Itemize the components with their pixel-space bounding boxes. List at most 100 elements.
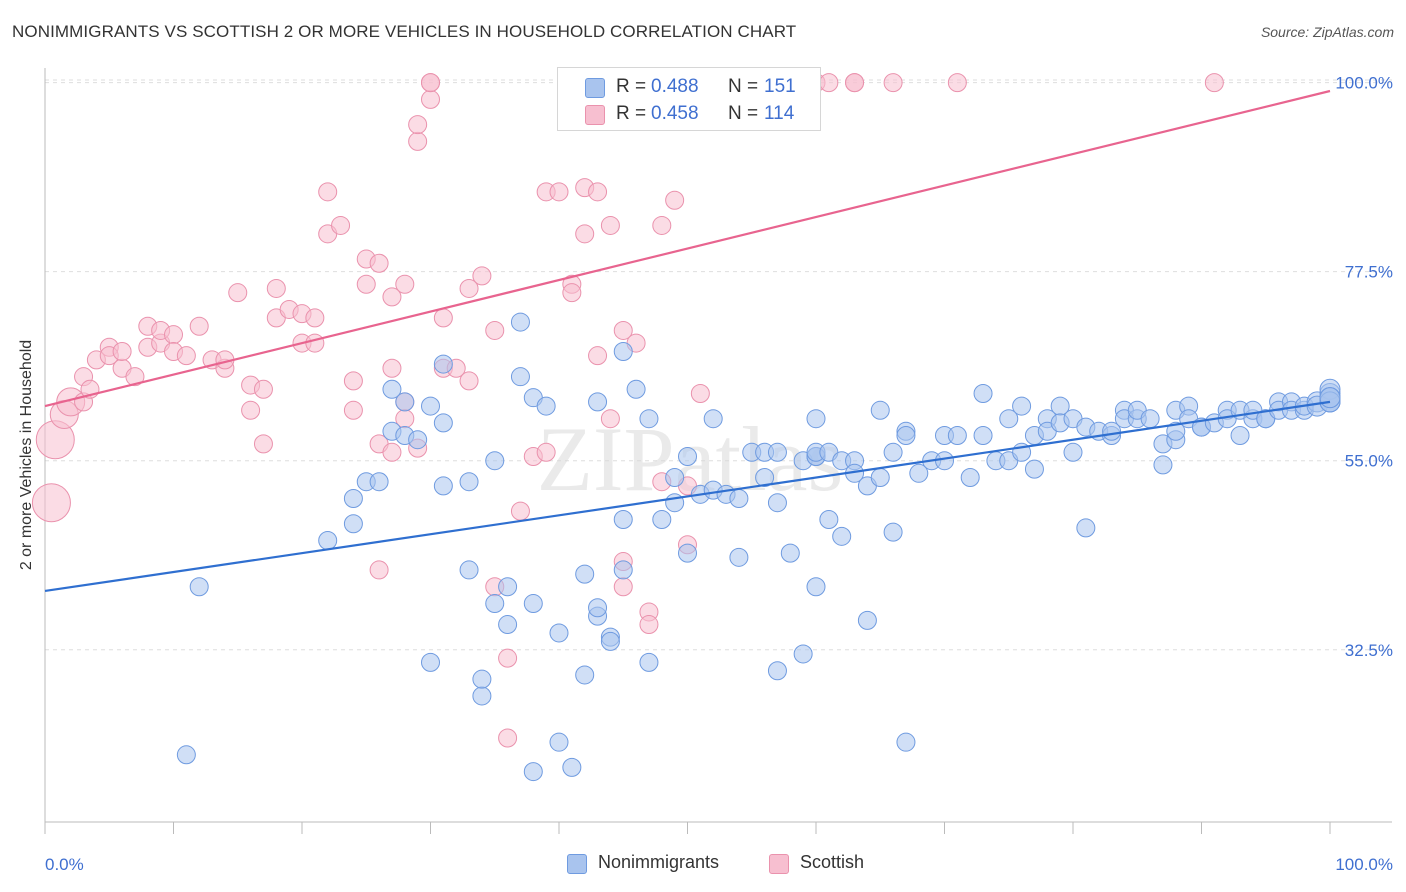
x-tick-label: 0.0% xyxy=(45,855,84,874)
nonimmigrants-point xyxy=(678,543,697,563)
nonimmigrants-point xyxy=(883,522,903,542)
legend-n-label: N = xyxy=(728,76,759,97)
scottish-point xyxy=(331,215,351,235)
scottish-point xyxy=(652,215,672,235)
y-tick-label: 100.0% xyxy=(1335,74,1393,93)
nonimmigrants-point xyxy=(472,686,492,706)
nonimmigrants-point xyxy=(665,468,685,488)
nonimmigrants-point xyxy=(767,661,787,681)
nonimmigrants-point xyxy=(433,476,453,496)
scottish-point xyxy=(356,274,376,294)
scottish-point xyxy=(318,182,338,202)
nonimmigrants-point xyxy=(703,409,723,429)
scottish-point xyxy=(369,560,389,580)
scottish-point xyxy=(690,383,710,403)
scottish-point xyxy=(408,131,428,151)
scottish-point xyxy=(588,346,608,366)
legend-label-nonimmigrants: Nonimmigrants xyxy=(598,852,720,872)
nonimmigrants-point xyxy=(498,615,518,635)
nonimmigrants-point xyxy=(767,493,787,513)
legend-label-scottish: Scottish xyxy=(800,852,865,872)
scottish-point xyxy=(510,501,530,521)
nonimmigrants-point xyxy=(896,425,916,445)
nonimmigrants-point xyxy=(369,472,389,492)
scottish-point xyxy=(883,73,903,93)
nonimmigrants-point xyxy=(523,594,543,614)
scottish-point xyxy=(472,266,492,286)
nonimmigrants-point xyxy=(498,577,518,597)
legend-swatch-nonimmigrants xyxy=(567,854,587,874)
scottish-point xyxy=(845,73,865,93)
nonimmigrants-point xyxy=(575,665,595,685)
scottish-trend-line xyxy=(44,89,1331,408)
scottish-point xyxy=(31,483,71,523)
nonimmigrants-point xyxy=(510,367,530,387)
scottish-point xyxy=(408,115,428,135)
scottish-point xyxy=(305,308,325,328)
scottish-point xyxy=(947,73,967,93)
nonimmigrants-point xyxy=(973,383,993,403)
chart-title: NONIMMIGRANTS VS SCOTTISH 2 OR MORE VEHI… xyxy=(12,22,797,41)
nonimmigrants-point xyxy=(1012,396,1032,416)
nonimmigrants-point xyxy=(536,396,556,416)
scottish-point xyxy=(253,379,273,399)
scottish-point xyxy=(665,190,685,210)
nonimmigrants-point xyxy=(510,312,530,332)
scottish-point xyxy=(600,215,620,235)
nonimmigrants-point xyxy=(793,644,813,664)
scottish-point xyxy=(369,253,389,273)
nonimmigrants-point xyxy=(433,413,453,433)
nonimmigrants-point xyxy=(806,577,826,597)
nonimmigrants-point xyxy=(408,430,428,450)
nonimmigrants-point xyxy=(870,400,890,420)
scottish-point xyxy=(549,182,569,202)
scottish-point xyxy=(395,274,415,294)
nonimmigrants-point xyxy=(613,510,633,530)
legend-n-value: 151 xyxy=(764,76,796,97)
nonimmigrants-point xyxy=(729,547,749,567)
scottish-point xyxy=(241,400,261,420)
nonimmigrants-point xyxy=(562,757,582,777)
scottish-point xyxy=(613,320,633,340)
legend-row-nonimmigrants: R = 0.488 N = 151 xyxy=(558,76,820,100)
nonimmigrants-point xyxy=(1076,518,1096,538)
series-legend: Nonimmigrants Scottish xyxy=(0,852,1406,878)
chart-source: Source: ZipAtlas.com xyxy=(1260,24,1394,40)
y-axis-title: 2 or more Vehicles in Household xyxy=(18,339,35,571)
scottish-point xyxy=(588,182,608,202)
scottish-point xyxy=(536,442,556,462)
scottish-point xyxy=(459,278,479,298)
scottish-point xyxy=(125,367,145,387)
nonimmigrants-point xyxy=(767,442,787,462)
scottish-point xyxy=(228,283,248,303)
nonimmigrants-point xyxy=(575,564,595,584)
nonimmigrants-point xyxy=(626,379,646,399)
scottish-point xyxy=(421,73,440,93)
nonimmigrants-point xyxy=(896,732,916,752)
nonimmigrants-point xyxy=(343,514,363,534)
nonimmigrants-point xyxy=(459,560,479,580)
scottish-point xyxy=(112,341,132,361)
scottish-point xyxy=(613,577,633,597)
y-tick-label: 55.0% xyxy=(1345,452,1393,471)
nonimmigrants-point xyxy=(382,379,402,399)
legend-swatch-scottish xyxy=(769,854,789,874)
nonimmigrants-point xyxy=(652,510,672,530)
scottish-point xyxy=(421,89,440,109)
nonimmigrants-point xyxy=(189,577,209,597)
scottish-point xyxy=(1204,73,1224,93)
nonimmigrants-points xyxy=(176,312,1341,782)
scottish-point xyxy=(433,308,453,328)
nonimmigrants-point xyxy=(176,745,196,765)
nonimmigrants-point xyxy=(523,762,543,782)
nonimmigrants-point xyxy=(973,425,993,445)
legend-n-value: 114 xyxy=(764,103,795,124)
nonimmigrants-point xyxy=(819,510,839,530)
nonimmigrants-point xyxy=(755,468,775,488)
scottish-point xyxy=(382,358,402,378)
nonimmigrants-point xyxy=(1024,459,1044,479)
trend-lines xyxy=(44,89,1331,593)
scottish-point xyxy=(176,346,196,366)
scottish-point xyxy=(459,371,479,391)
legend-r-label: R = xyxy=(616,76,647,97)
